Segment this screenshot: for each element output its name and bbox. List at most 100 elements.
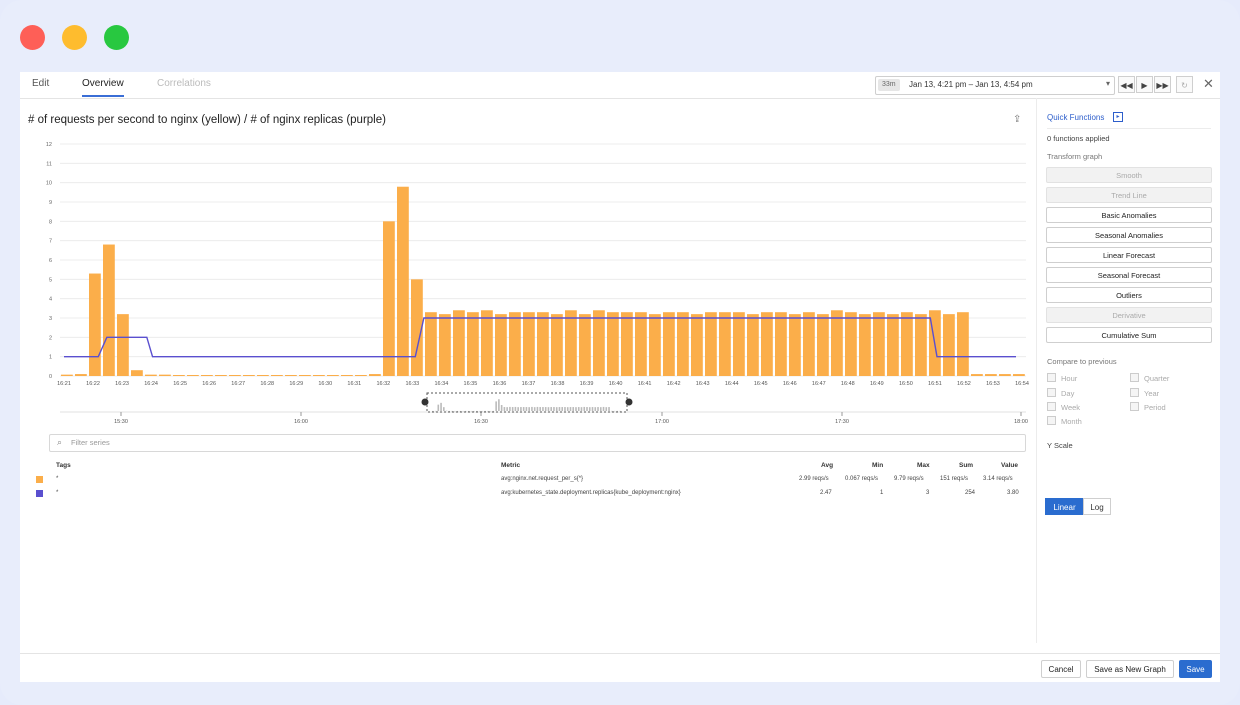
tab-correlations[interactable]: Correlations <box>157 78 211 89</box>
linear-forecast-button[interactable]: Linear Forecast <box>1046 247 1212 263</box>
footer-bar: Cancel Save as New Graph Save <box>20 653 1220 683</box>
right-handle[interactable] <box>625 398 633 406</box>
bar <box>495 314 507 376</box>
navigator-bar <box>500 405 503 411</box>
y-tick-label: 6 <box>49 258 52 264</box>
trend-line-button[interactable]: Trend Line <box>1046 187 1212 203</box>
legend-value: 3.14 reqs/s <box>983 476 1013 482</box>
export-icon[interactable]: ⇪ <box>1013 114 1022 125</box>
bar <box>999 374 1011 376</box>
bar <box>985 374 997 376</box>
left-handle[interactable] <box>421 398 429 406</box>
navigator-label: 17:00 <box>655 419 669 425</box>
bar <box>173 375 185 376</box>
seasonal-anomalies-button[interactable]: Seasonal Anomalies <box>1046 227 1212 243</box>
navigator-bar <box>583 406 586 411</box>
tab-overview[interactable]: Overview <box>82 78 124 97</box>
play-icon[interactable]: ▶ <box>1136 76 1153 93</box>
navigator-bar <box>531 406 533 411</box>
navigator-bar <box>459 410 462 412</box>
bar <box>509 312 521 376</box>
compare-quarter-checkbox[interactable]: Quarter <box>1130 373 1169 383</box>
navigator-bar <box>580 407 583 411</box>
x-tick-label: 16:25 <box>173 381 187 387</box>
close-window-dot[interactable] <box>20 25 45 50</box>
x-tick-label: 16:22 <box>86 381 100 387</box>
navigator-bar <box>495 401 497 411</box>
y-tick-label: 4 <box>49 297 52 303</box>
x-tick-label: 16:37 <box>522 381 536 387</box>
close-icon[interactable]: ✕ <box>1203 76 1214 91</box>
bar <box>117 314 129 376</box>
y-scale-label: Y Scale <box>1047 441 1073 450</box>
bar <box>383 221 395 376</box>
graph-editor-window: Edit Overview Correlations 33m Jan 13, 4… <box>20 72 1220 682</box>
bar <box>789 314 801 376</box>
bar <box>397 186 409 376</box>
x-tick-label: 16:47 <box>812 381 826 387</box>
rewind-icon[interactable]: ◀◀ <box>1118 76 1135 93</box>
divider <box>1047 128 1211 129</box>
scale-log-toggle[interactable]: Log <box>1083 498 1111 515</box>
legend-min: 0.067 reqs/s <box>845 476 879 482</box>
compare-year-checkbox[interactable]: Year <box>1130 388 1159 398</box>
filter-series-input[interactable]: ⌕ Filter series <box>49 434 1026 452</box>
maximize-window-dot[interactable] <box>104 25 129 50</box>
fast-forward-icon[interactable]: ▶▶ <box>1154 76 1171 93</box>
x-tick-label: 16:52 <box>957 381 971 387</box>
outliers-button[interactable]: Outliers <box>1046 287 1212 303</box>
legend-tag: * <box>56 476 59 482</box>
compare-week-checkbox[interactable]: Week <box>1047 402 1080 412</box>
reset-icon[interactable]: ↻ <box>1176 76 1193 93</box>
quick-functions-title[interactable]: Quick Functions <box>1047 113 1105 122</box>
save-button[interactable]: Save <box>1179 660 1212 678</box>
bar <box>971 374 983 376</box>
smooth-button[interactable]: Smooth <box>1046 167 1212 183</box>
compare-hour-checkbox[interactable]: Hour <box>1047 373 1077 383</box>
derivative-button[interactable]: Derivative <box>1046 307 1212 323</box>
x-tick-label: 16:54 <box>1015 381 1029 387</box>
timeframe-selector[interactable]: 33m Jan 13, 4:21 pm – Jan 13, 4:54 pm ▾ <box>875 76 1115 95</box>
navigator-bar <box>536 406 539 411</box>
navigator-bar <box>561 407 564 411</box>
navigator-bar <box>522 407 525 411</box>
bar <box>817 314 829 376</box>
legend-avg: 2.99 reqs/s <box>799 476 829 482</box>
compare-month-checkbox[interactable]: Month <box>1047 416 1082 426</box>
navigator-bar <box>443 407 445 411</box>
basic-anomalies-button[interactable]: Basic Anomalies <box>1046 207 1212 223</box>
seasonal-forecast-button[interactable]: Seasonal Forecast <box>1046 267 1212 283</box>
x-tick-label: 16:45 <box>754 381 768 387</box>
bar <box>523 312 535 376</box>
bar <box>159 374 171 376</box>
x-tick-label: 16:38 <box>551 381 565 387</box>
bar <box>313 375 325 376</box>
navigator-bar <box>528 407 530 411</box>
x-tick-label: 16:49 <box>870 381 884 387</box>
bar <box>229 375 241 376</box>
compare-day-checkbox[interactable]: Day <box>1047 388 1074 398</box>
save-as-new-graph-button[interactable]: Save as New Graph <box>1086 660 1174 678</box>
navigator-bar <box>572 407 575 411</box>
y-tick-label: 0 <box>49 374 52 380</box>
cumulative-sum-button[interactable]: Cumulative Sum <box>1046 327 1212 343</box>
bar <box>467 312 479 376</box>
x-tick-label: 16:36 <box>493 381 507 387</box>
navigator-bar <box>487 410 489 412</box>
time-navigator[interactable]: 15:30 16:00 16:30 17:00 17:30 18:00 <box>20 390 1032 430</box>
x-tick-label: 16:34 <box>435 381 449 387</box>
cancel-button[interactable]: Cancel <box>1041 660 1081 678</box>
bar <box>621 312 633 376</box>
minimize-window-dot[interactable] <box>62 25 87 50</box>
compare-label: Compare to previous <box>1047 357 1117 366</box>
y-tick-label: 11 <box>46 161 52 167</box>
navigator-bar <box>454 410 456 412</box>
scale-linear-toggle[interactable]: Linear <box>1045 498 1084 515</box>
navigator-bar <box>613 410 616 412</box>
compare-period-checkbox[interactable]: Period <box>1130 402 1166 412</box>
x-tick-label: 16:23 <box>115 381 129 387</box>
panel-toggle-icon[interactable]: ▸ <box>1113 112 1123 122</box>
tab-edit[interactable]: Edit <box>32 78 50 89</box>
navigator-bar <box>437 404 440 411</box>
